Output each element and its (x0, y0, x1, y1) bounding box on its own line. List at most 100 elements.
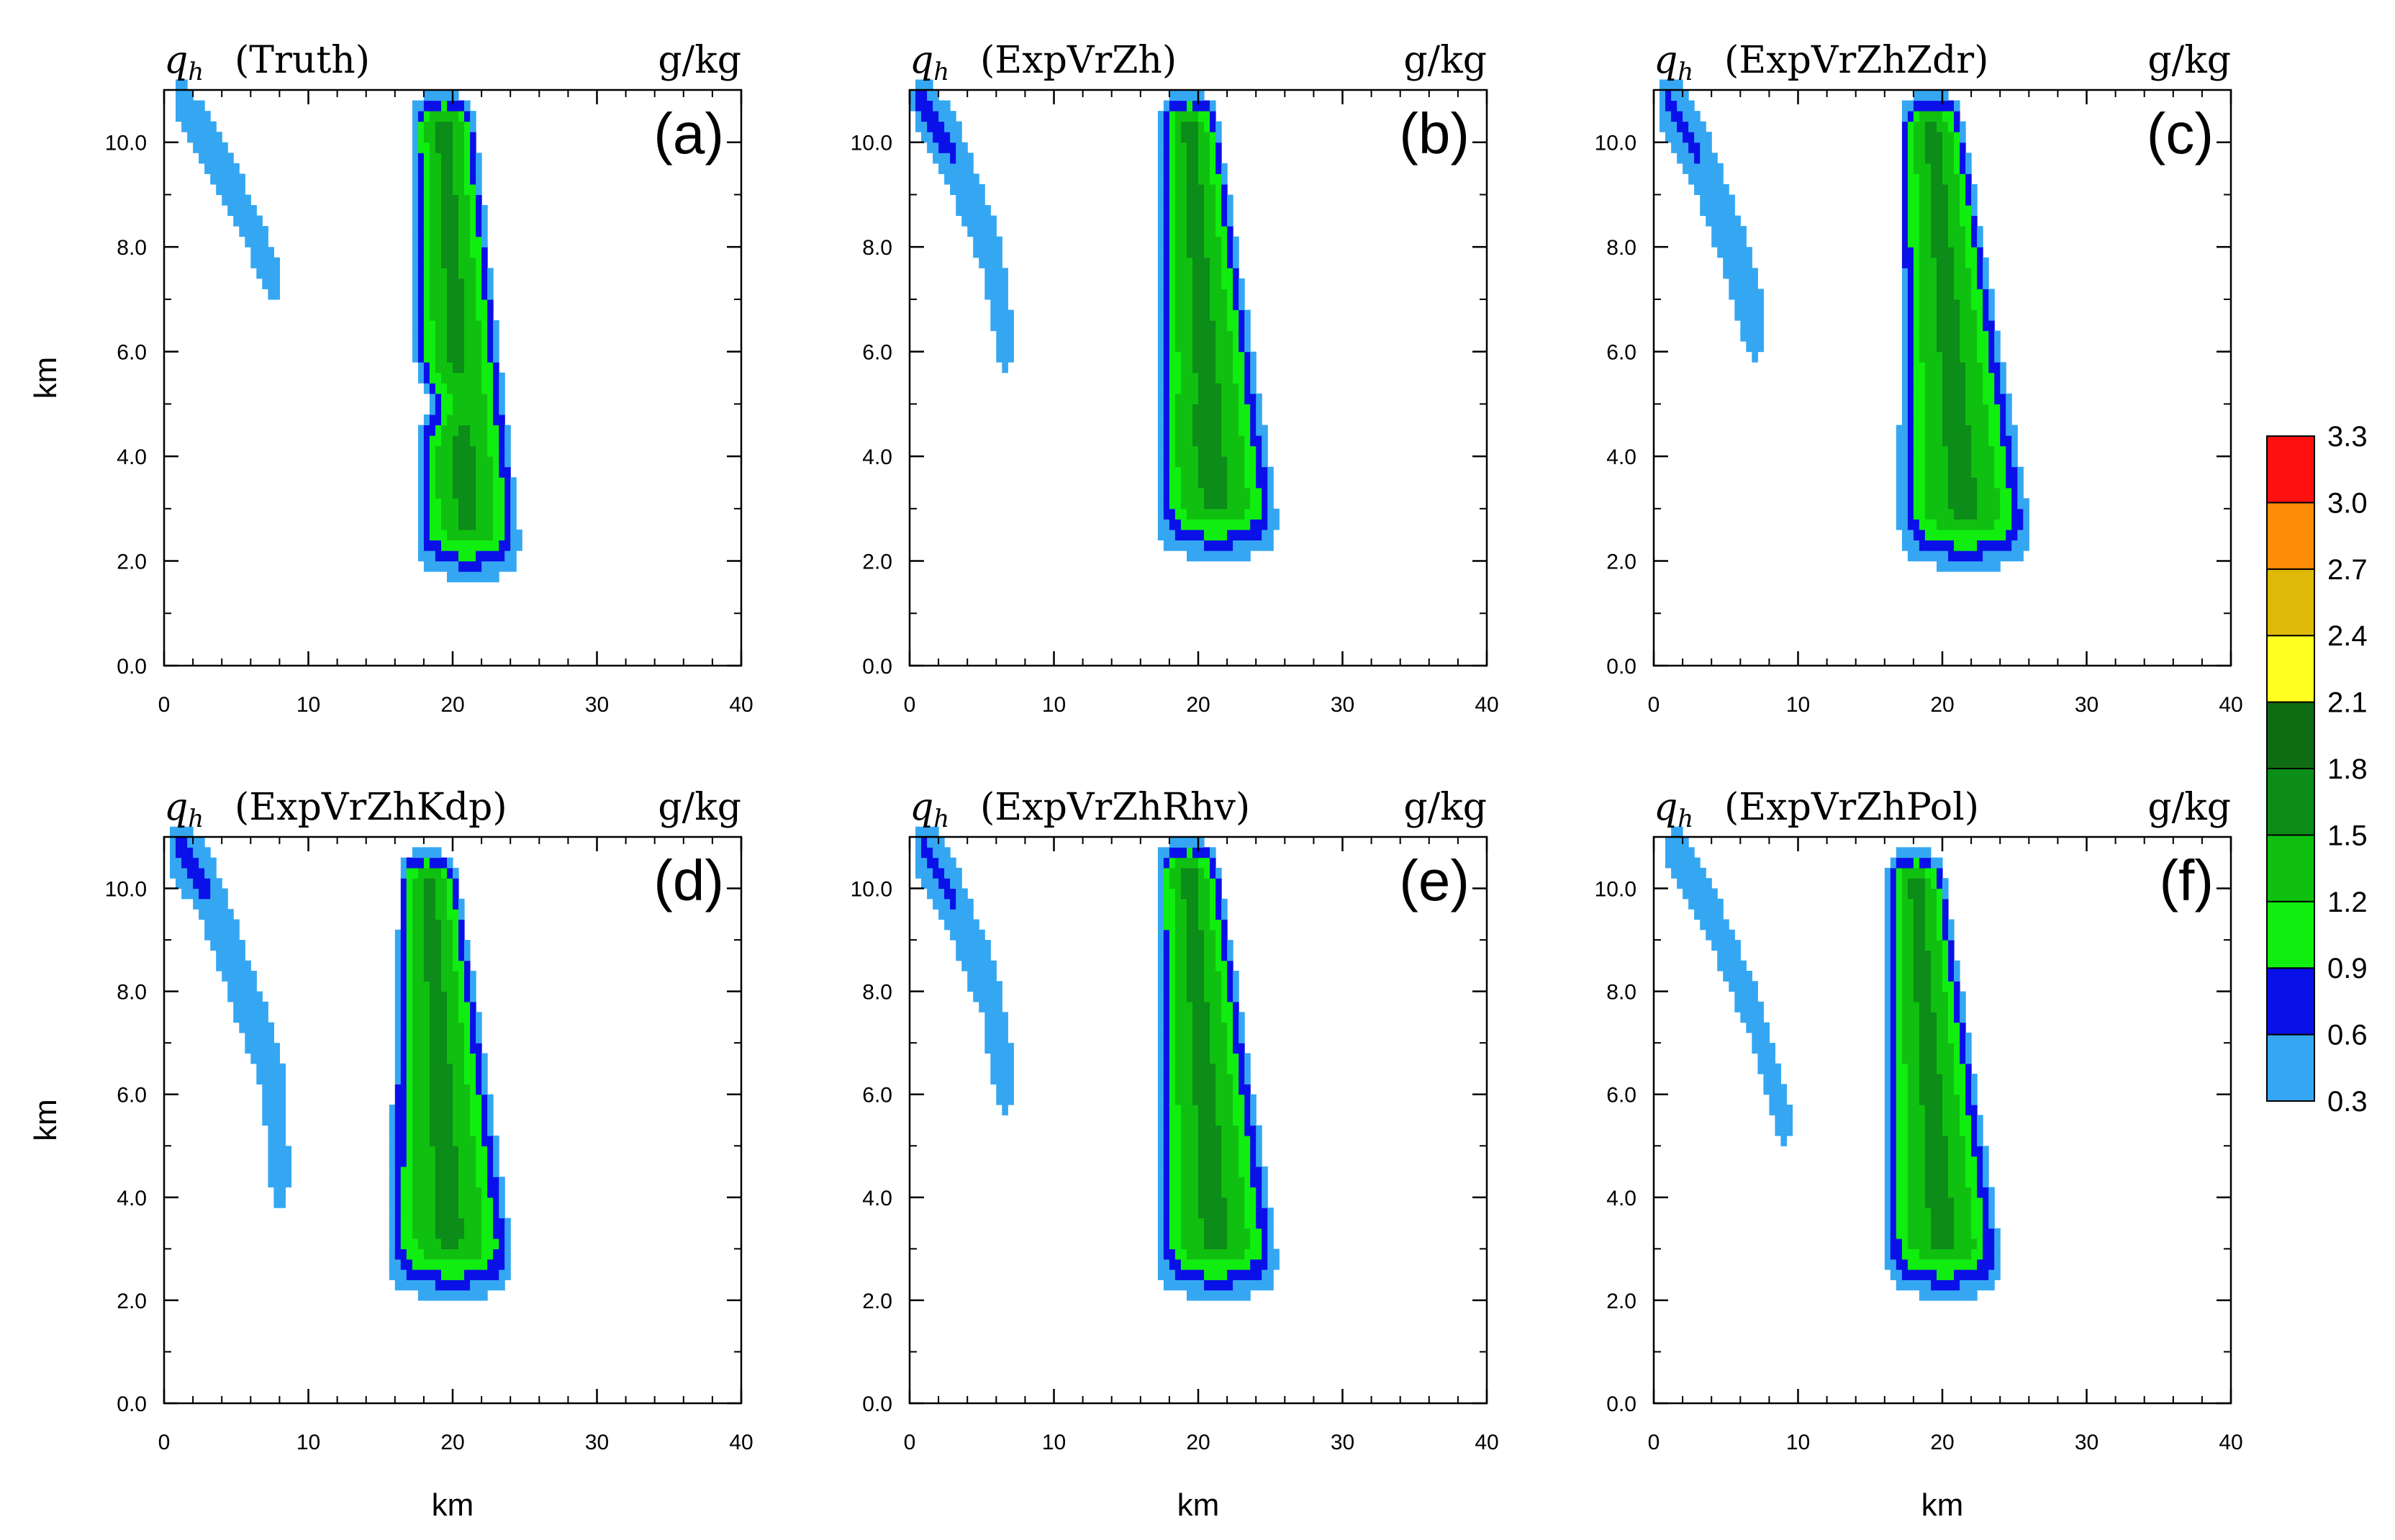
contour-cell (1665, 90, 1672, 101)
contour-cell (1924, 163, 1932, 174)
contour-cell (1239, 393, 1245, 404)
contour-cell (447, 351, 453, 363)
contour-cell (1896, 1156, 1903, 1167)
contour-cell (458, 1249, 465, 1260)
contour-cell (1948, 404, 1955, 415)
contour-cell (1198, 1094, 1205, 1105)
contour-cell (464, 551, 471, 562)
contour-cell (1884, 960, 1891, 971)
contour-cell (453, 1208, 459, 1218)
contour-cell (1913, 226, 1920, 237)
contour-cell (256, 215, 263, 227)
contour-cell (1244, 445, 1251, 457)
contour-cell (1994, 383, 2001, 394)
contour-cell (1187, 163, 1193, 174)
contour-cell (1890, 1001, 1897, 1013)
contour-cell (950, 929, 956, 941)
contour-cell (493, 383, 499, 394)
contour-cell (1215, 1012, 1222, 1023)
contour-cell (441, 1166, 448, 1177)
contour-cell (470, 309, 476, 321)
contour-cell (510, 477, 517, 489)
contour-cell (1192, 909, 1199, 920)
contour-cell (406, 1012, 413, 1023)
contour-cell (1896, 1022, 1903, 1033)
contour-cell (1937, 90, 1943, 101)
contour-cell (1169, 372, 1176, 384)
contour-cell (499, 435, 505, 447)
contour-cell (1192, 1208, 1199, 1218)
contour-cell (1215, 1146, 1222, 1157)
contour-cell (1907, 971, 1914, 982)
contour-cell (1233, 268, 1239, 279)
contour-cell (1919, 351, 1926, 363)
contour-cell (1250, 1136, 1257, 1146)
contour-cell (1244, 1228, 1251, 1239)
contour-cell (435, 929, 442, 941)
contour-cell (1256, 508, 1262, 520)
contour-cell (1244, 362, 1251, 373)
contour-cell (1187, 919, 1193, 930)
contour-cell (441, 1022, 448, 1033)
contour-cell (1965, 163, 1972, 174)
contour-cell (1157, 1177, 1164, 1188)
contour-cell (1983, 362, 1989, 373)
contour-cell (1198, 90, 1205, 101)
contour-cell (996, 309, 1002, 321)
contour-cell (1937, 487, 1943, 499)
contour-cell (1157, 1074, 1164, 1084)
contour-cell (1960, 309, 1966, 321)
contour-cell (1954, 445, 1960, 457)
contour-cell (394, 1208, 402, 1218)
contour-cell (1983, 477, 1989, 489)
contour-cell (1960, 540, 1966, 551)
contour-cell (464, 1228, 471, 1239)
contour-cell (481, 1105, 488, 1115)
contour-cell (199, 153, 205, 164)
contour-cell (1942, 529, 1949, 540)
contour-cell (1971, 393, 1978, 404)
contour-cell (1210, 404, 1216, 415)
contour-cell (1227, 1187, 1233, 1198)
contour-cell (1890, 1063, 1897, 1074)
contour-cell (1267, 487, 1274, 499)
contour-cell (245, 981, 251, 992)
contour-cell (233, 163, 240, 174)
contour-cell (1723, 929, 1729, 941)
contour-cell (1157, 867, 1164, 879)
y-tick-label: 0.0 (862, 1392, 892, 1416)
contour-cell (1192, 1156, 1199, 1167)
contour-cell (429, 1053, 436, 1064)
contour-cell (464, 257, 471, 268)
contour-cell (1907, 289, 1914, 300)
contour-cell (1239, 1259, 1245, 1270)
contour-cell (453, 1146, 459, 1157)
contour-cell (423, 1136, 430, 1146)
contour-cell (1267, 508, 1274, 520)
contour-cell (1163, 1279, 1170, 1291)
contour-cell (1901, 1166, 1909, 1177)
contour-cell (447, 477, 453, 489)
contour-cell (1931, 236, 1937, 248)
contour-cell (1221, 404, 1228, 415)
contour-cell (453, 898, 459, 910)
contour-cell (1192, 404, 1199, 415)
contour-cell (1180, 950, 1187, 961)
contour-cell (1931, 477, 1937, 489)
contour-cell (1890, 909, 1897, 920)
contour-cell (400, 1208, 407, 1218)
contour-cell (476, 1094, 482, 1105)
contour-cell (1233, 1022, 1239, 1033)
contour-cell (1163, 1187, 1170, 1198)
contour-cell (423, 1218, 430, 1229)
contour-cell (199, 142, 205, 153)
contour-cell (1187, 414, 1193, 425)
contour-cell (1204, 309, 1210, 321)
contour-cell (441, 867, 448, 879)
contour-cell (1677, 847, 1683, 859)
contour-cell (245, 1001, 251, 1013)
contour-cell (464, 498, 471, 509)
contour-cell (1267, 540, 1274, 551)
contour-cell (1919, 330, 1926, 342)
contour-cell (470, 362, 476, 373)
